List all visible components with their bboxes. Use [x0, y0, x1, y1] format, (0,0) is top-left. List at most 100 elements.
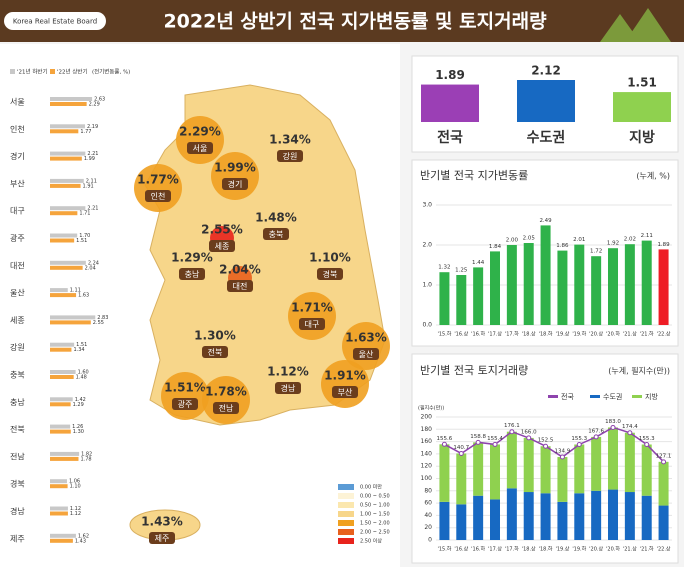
org-name: Korea Real Estate Board	[13, 18, 97, 26]
bar	[50, 424, 71, 429]
x-tick-label: '16.상	[454, 331, 468, 338]
x-tick-label: '19.상	[555, 331, 569, 338]
note: (전기변동률, %)	[92, 68, 130, 76]
line-marker	[610, 424, 616, 430]
bar-value: 1.12	[70, 506, 81, 512]
bar-value: 2.05	[523, 236, 536, 242]
region-tag	[209, 240, 235, 252]
bar	[658, 461, 669, 506]
region-label: 경기	[10, 151, 25, 161]
bar	[608, 248, 618, 325]
org-pill	[4, 12, 106, 30]
region-name: 세종	[215, 242, 230, 251]
x-tick-label: '16.하	[471, 546, 485, 553]
y-tick-label: 1.0	[422, 282, 432, 289]
bar-value: 2.21	[87, 151, 98, 157]
region-value: 1.77%	[137, 173, 179, 187]
legend-label: 2.50 이상	[360, 538, 382, 545]
region-name: 강원	[283, 151, 298, 161]
region-fill	[288, 292, 336, 340]
line-value: 174.4	[622, 424, 638, 430]
line-value: 127.1	[656, 453, 672, 459]
bar	[506, 431, 517, 489]
region-tag	[202, 346, 228, 358]
legend-swatch	[10, 69, 15, 74]
region-fill	[328, 264, 332, 268]
bar-value: 1.12	[70, 511, 81, 517]
line-marker	[627, 430, 633, 436]
line-value: 176.1	[504, 423, 520, 429]
bar	[50, 97, 93, 101]
line-marker	[492, 441, 498, 447]
legend-label: 지방	[645, 392, 658, 401]
bar-value: 1.60	[78, 370, 89, 376]
bar	[608, 427, 618, 490]
bar	[50, 451, 80, 456]
legend-label: 수도권	[603, 393, 622, 401]
region-fill	[321, 360, 369, 408]
bar-value: 1.30	[73, 429, 84, 435]
region-tag	[179, 268, 205, 280]
region-fill	[213, 342, 217, 346]
legend-swatch	[548, 395, 558, 398]
bar-value: 2.55	[93, 320, 104, 326]
y-tick-label: 0	[428, 537, 432, 544]
bar	[624, 432, 635, 493]
y-tick-label: 60	[424, 500, 432, 507]
region-label: 서울	[10, 98, 25, 107]
bar	[574, 244, 585, 325]
bar	[574, 444, 585, 494]
region-value: 1.34%	[269, 133, 311, 147]
bar	[50, 151, 86, 156]
region-value: 2.55%	[201, 223, 243, 237]
legend-swatch	[632, 395, 642, 398]
y-tick-label: 40	[424, 512, 432, 519]
x-tick-label: '18.하	[539, 546, 553, 553]
region-value: 1.30%	[194, 329, 236, 343]
bar	[506, 245, 517, 325]
region-name: 인천	[151, 191, 166, 201]
line-value: 152.5	[538, 438, 554, 444]
bar-value: 1.86	[556, 243, 569, 249]
bar	[50, 102, 87, 106]
legend-label: '22년 상반기	[57, 68, 88, 76]
line-marker	[543, 443, 549, 449]
bar	[517, 80, 575, 122]
x-tick-label: '20.하	[606, 331, 620, 338]
bar-value: 2.29	[89, 102, 100, 108]
legend-swatch	[338, 493, 354, 499]
bar	[456, 453, 467, 505]
legend-label: 0.00 미만	[360, 484, 382, 491]
line-value: 155.6	[437, 436, 453, 442]
bar-value: 2.83	[97, 315, 108, 321]
bar	[50, 370, 76, 374]
bar	[439, 272, 450, 325]
line-marker	[441, 441, 447, 447]
y-tick-label: 20	[424, 524, 432, 531]
bar	[50, 233, 78, 238]
bar-value: 2.11	[86, 178, 97, 184]
region-label: 강원	[10, 342, 25, 352]
region-name: 서울	[193, 144, 208, 153]
line-value: 166.0	[521, 429, 537, 435]
line-value: 155.3	[571, 436, 587, 442]
region-label: 광주	[10, 233, 25, 243]
line-marker	[475, 439, 481, 445]
region-label: 제주	[10, 534, 25, 543]
region-name: 충북	[269, 230, 284, 239]
x-tick-label: '20.하	[606, 546, 620, 553]
bar-value: 1.10	[70, 484, 81, 490]
tree-icon	[600, 8, 671, 42]
bar	[50, 533, 76, 538]
region-fill	[160, 528, 164, 532]
bar	[490, 499, 500, 540]
x-tick-label: '18.상	[522, 546, 536, 553]
bar	[456, 504, 467, 540]
bar	[506, 488, 517, 540]
region-value: 1.48%	[255, 211, 297, 225]
x-tick-label: '19.상	[555, 546, 569, 553]
bar	[641, 240, 652, 325]
region-label: 경북	[10, 479, 25, 489]
bar-value: 1.78	[80, 456, 91, 462]
